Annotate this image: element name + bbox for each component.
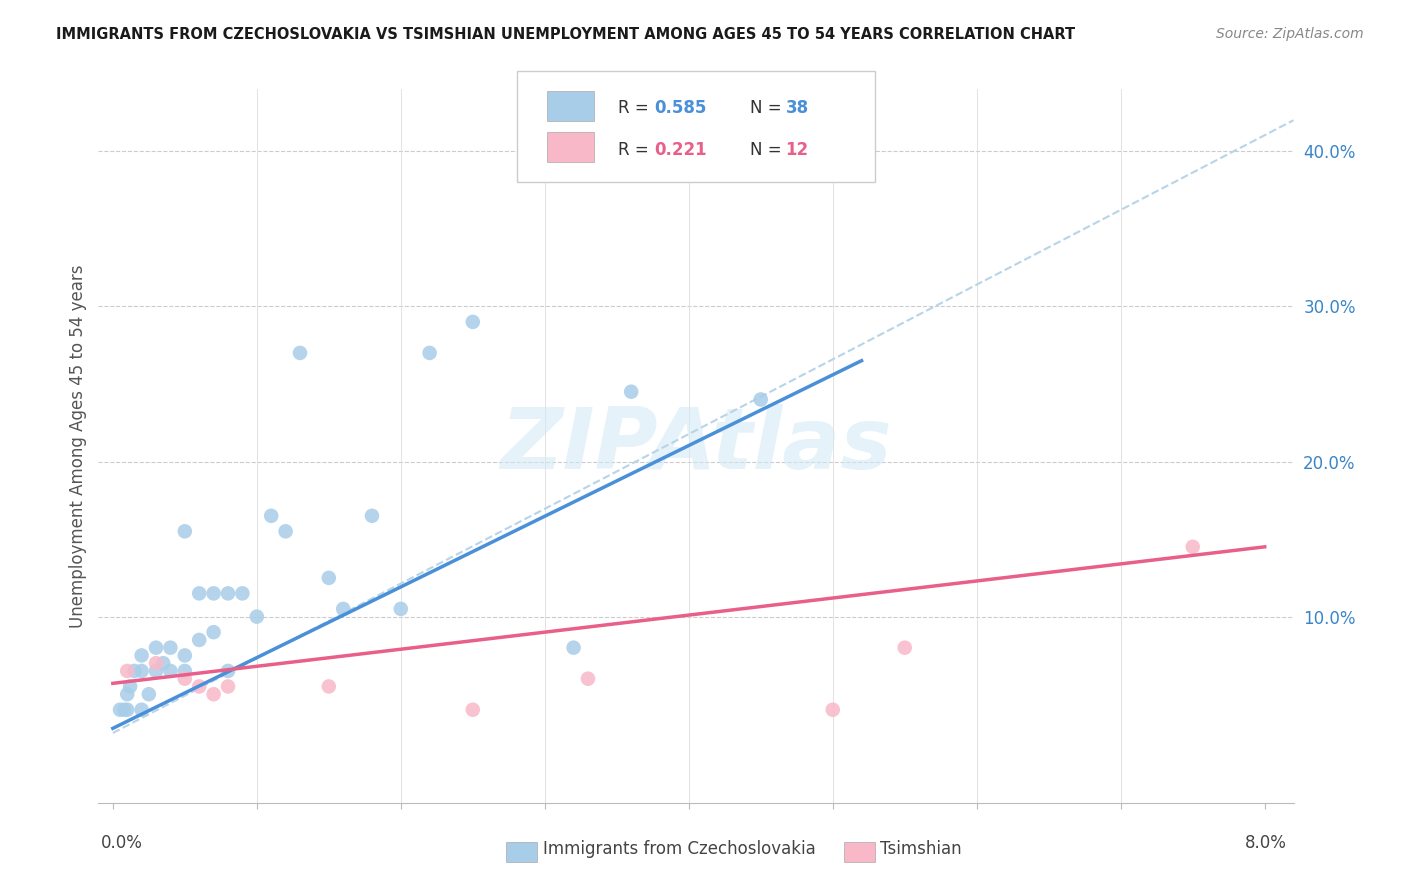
Point bbox=[318, 571, 340, 585]
Point bbox=[461, 315, 484, 329]
Point bbox=[159, 640, 181, 655]
Point bbox=[620, 384, 643, 399]
Point bbox=[332, 602, 354, 616]
Text: 0.585: 0.585 bbox=[654, 100, 707, 118]
Point bbox=[108, 703, 131, 717]
Point bbox=[173, 648, 195, 663]
Point bbox=[217, 664, 239, 678]
Point bbox=[115, 687, 138, 701]
Text: N =: N = bbox=[749, 141, 786, 159]
Point bbox=[461, 703, 484, 717]
Point bbox=[361, 508, 384, 523]
Point bbox=[274, 524, 297, 539]
Point bbox=[1181, 540, 1204, 554]
FancyBboxPatch shape bbox=[547, 132, 595, 162]
Point bbox=[821, 703, 844, 717]
Text: R =: R = bbox=[619, 141, 654, 159]
Text: 38: 38 bbox=[786, 100, 808, 118]
Point bbox=[562, 640, 585, 655]
Point bbox=[124, 664, 146, 678]
Point bbox=[288, 346, 311, 360]
Point bbox=[246, 609, 269, 624]
Y-axis label: Unemployment Among Ages 45 to 54 years: Unemployment Among Ages 45 to 54 years bbox=[69, 264, 87, 628]
Point bbox=[419, 346, 441, 360]
Point bbox=[173, 664, 195, 678]
Text: N =: N = bbox=[749, 100, 786, 118]
Point bbox=[131, 648, 153, 663]
Point bbox=[188, 586, 211, 600]
Point bbox=[131, 664, 153, 678]
Point bbox=[145, 656, 167, 670]
Text: ZIPAtlas: ZIPAtlas bbox=[501, 404, 891, 488]
Point bbox=[217, 586, 239, 600]
Point bbox=[173, 524, 195, 539]
Text: 8.0%: 8.0% bbox=[1244, 834, 1286, 852]
Point bbox=[145, 640, 167, 655]
Text: Source: ZipAtlas.com: Source: ZipAtlas.com bbox=[1216, 27, 1364, 41]
Point bbox=[318, 680, 340, 694]
FancyBboxPatch shape bbox=[547, 91, 595, 121]
Point bbox=[202, 586, 225, 600]
Point bbox=[389, 602, 412, 616]
Point bbox=[115, 664, 138, 678]
Point bbox=[749, 392, 772, 407]
Text: Immigrants from Czechoslovakia: Immigrants from Czechoslovakia bbox=[543, 840, 815, 858]
Text: 0.221: 0.221 bbox=[654, 141, 707, 159]
Point bbox=[173, 672, 195, 686]
Point bbox=[188, 680, 211, 694]
Point bbox=[260, 508, 283, 523]
Point bbox=[893, 640, 915, 655]
Text: IMMIGRANTS FROM CZECHOSLOVAKIA VS TSIMSHIAN UNEMPLOYMENT AMONG AGES 45 TO 54 YEA: IMMIGRANTS FROM CZECHOSLOVAKIA VS TSIMSH… bbox=[56, 27, 1076, 42]
Point bbox=[152, 656, 174, 670]
Point bbox=[120, 680, 142, 694]
Point bbox=[217, 680, 239, 694]
Point bbox=[231, 586, 253, 600]
Point bbox=[131, 703, 153, 717]
Point bbox=[145, 664, 167, 678]
Text: Tsimshian: Tsimshian bbox=[880, 840, 962, 858]
Text: 0.0%: 0.0% bbox=[101, 834, 143, 852]
Point bbox=[159, 664, 181, 678]
Point bbox=[576, 672, 599, 686]
Point bbox=[112, 703, 135, 717]
Point bbox=[138, 687, 160, 701]
Point bbox=[188, 632, 211, 647]
Text: R =: R = bbox=[619, 100, 654, 118]
Point bbox=[202, 625, 225, 640]
FancyBboxPatch shape bbox=[517, 71, 875, 182]
Point bbox=[115, 703, 138, 717]
Text: 12: 12 bbox=[786, 141, 808, 159]
Point bbox=[202, 687, 225, 701]
